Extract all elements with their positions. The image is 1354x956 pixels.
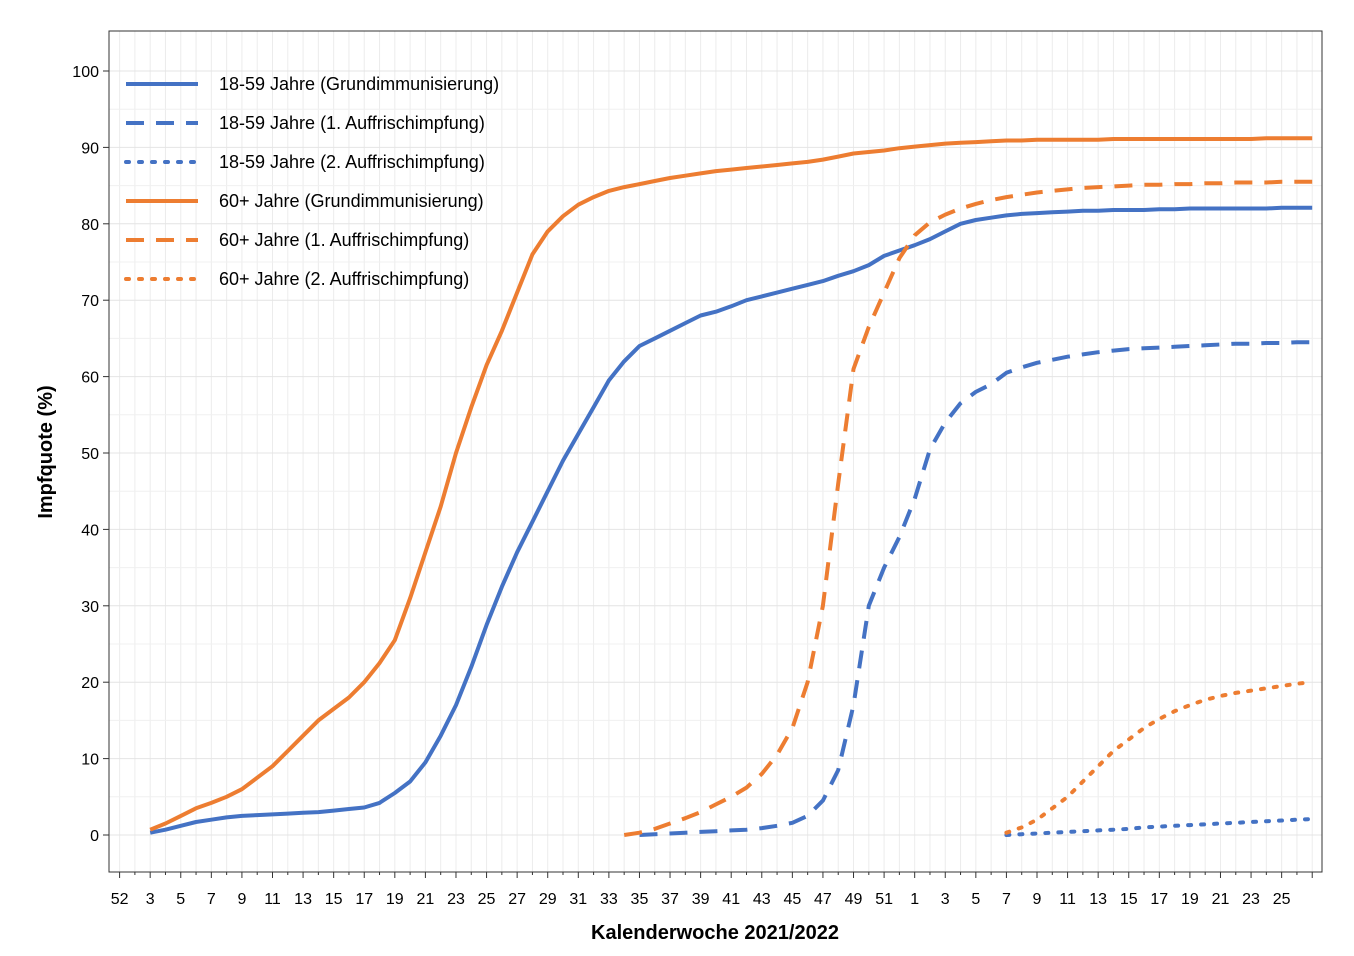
x-tick-label: 21 [417, 891, 435, 908]
x-tick-label: 45 [783, 891, 801, 908]
y-tick-label: 30 [81, 599, 99, 616]
y-axis-title: Impfquote (%) [35, 385, 57, 518]
y-tick-label: 60 [81, 370, 99, 387]
y-tick-label: 50 [81, 446, 99, 463]
x-tick-label: 17 [355, 891, 373, 908]
x-tick-label: 7 [1002, 891, 1011, 908]
y-tick-label: 40 [81, 522, 99, 539]
x-tick-label: 51 [875, 891, 893, 908]
x-tick-label: 13 [294, 891, 312, 908]
y-tick-label: 80 [81, 217, 99, 234]
x-tick-label: 29 [539, 891, 557, 908]
y-tick-label: 10 [81, 752, 99, 769]
x-tick-label: 43 [753, 891, 771, 908]
x-tick-label: 19 [1181, 891, 1199, 908]
legend-label: 18-59 Jahre (1. Auffrischimpfung) [219, 113, 485, 133]
series-line-6 [1004, 680, 1315, 835]
series-line-2 [639, 340, 1313, 837]
x-tick-label: 17 [1150, 891, 1168, 908]
legend-label: 60+ Jahre (1. Auffrischimpfung) [219, 230, 469, 250]
legend-label: 18-59 Jahre (2. Auffrischimpfung) [219, 152, 485, 172]
y-tick-label: 20 [81, 675, 99, 692]
x-tick-label: 5 [176, 891, 185, 908]
legend-label: 60+ Jahre (Grundimmunisierung) [219, 191, 484, 211]
x-tick-label: 23 [1242, 891, 1260, 908]
series-lines [149, 136, 1315, 837]
x-tick-label: 47 [814, 891, 832, 908]
x-tick-label: 11 [264, 891, 281, 908]
x-tick-label: 7 [207, 891, 216, 908]
x-tick-label: 27 [508, 891, 526, 908]
grid-lines [109, 31, 1322, 872]
x-tick-label: 25 [1273, 891, 1291, 908]
x-tick-label: 25 [478, 891, 496, 908]
legend: 18-59 Jahre (Grundimmunisierung) 18-59 Ja… [124, 74, 499, 289]
y-tick-label: 70 [81, 293, 99, 310]
x-tick-label: 33 [600, 891, 618, 908]
x-tick-label: 39 [692, 891, 710, 908]
legend-label: 60+ Jahre (2. Auffrischimpfung) [219, 269, 469, 289]
x-tick-label: 52 [111, 891, 129, 908]
series-line-3 [1004, 817, 1315, 837]
x-tick-label: 11 [1059, 891, 1076, 908]
series-line-4 [149, 136, 1313, 832]
x-tick-label: 13 [1089, 891, 1107, 908]
x-tick-label: 49 [845, 891, 863, 908]
x-tick-label: 21 [1212, 891, 1230, 908]
series-line-1 [149, 205, 1313, 835]
y-tick-label: 100 [72, 64, 99, 81]
x-tick-label: 23 [447, 891, 465, 908]
y-tick-label: 90 [81, 140, 99, 157]
legend-label: 18-59 Jahre (Grundimmunisierung) [219, 74, 499, 94]
x-tick-label: 31 [569, 891, 587, 908]
x-tick-label: 41 [722, 891, 740, 908]
x-tick-label: 5 [971, 891, 980, 908]
x-axis-title: Kalenderwoche 2021/2022 [591, 922, 839, 944]
x-tick-label: 37 [661, 891, 679, 908]
x-tick-label: 15 [1120, 891, 1138, 908]
y-axis: 0 10 20 30 40 50 60 70 80 90 100 [72, 64, 109, 845]
x-tick-label: 3 [941, 891, 950, 908]
x-tick-label: 35 [631, 891, 649, 908]
y-tick-label: 0 [90, 828, 99, 845]
x-tick-label: 1 [910, 891, 919, 908]
x-tick-label: 9 [237, 891, 246, 908]
x-tick-label: 3 [146, 891, 155, 908]
x-tick-label: 9 [1033, 891, 1042, 908]
series-line-5 [623, 179, 1313, 837]
x-axis: 52 3 5 7 9 11 13 15 17 19 21 23 25 27 29 31 33 35 37 39 41 43… [111, 872, 1313, 908]
x-tick-label: 19 [386, 891, 404, 908]
x-tick-label: 15 [325, 891, 343, 908]
